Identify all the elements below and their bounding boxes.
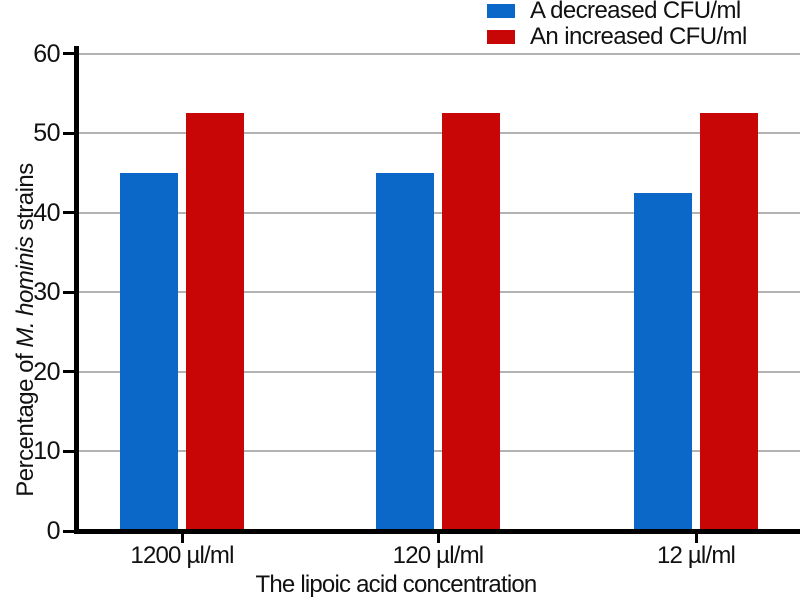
- y-tick: [63, 370, 74, 374]
- legend-item: A decreased CFU/ml: [487, 0, 747, 24]
- y-tick: [63, 211, 74, 215]
- y-tick-label: 40: [33, 198, 60, 227]
- x-tick: [694, 534, 698, 543]
- y-tick: [63, 529, 74, 533]
- gridline: [79, 52, 800, 55]
- gridline: [79, 291, 800, 294]
- y-axis-title-text: strains: [12, 163, 39, 237]
- legend-label: A decreased CFU/ml: [530, 0, 741, 24]
- bar-increased-2: [442, 113, 500, 531]
- y-tick: [63, 131, 74, 135]
- bar-increased-1: [186, 113, 244, 531]
- legend-swatch-increased: [487, 29, 515, 44]
- gridline: [79, 370, 800, 373]
- legend-label: An increased CFU/ml: [530, 22, 747, 50]
- y-tick-label: 50: [33, 119, 60, 148]
- bar-increased-3: [700, 113, 758, 531]
- legend-item: An increased CFU/ml: [487, 22, 747, 50]
- y-axis-title-italic: M. hominis: [12, 236, 39, 348]
- y-axis: [74, 46, 79, 534]
- legend: A decreased CFU/ml An increased CFU/ml: [487, 0, 747, 53]
- gridline: [79, 211, 800, 214]
- y-axis-title: Percentage of M. hominis strains: [12, 80, 40, 580]
- y-tick-label: 10: [33, 437, 60, 466]
- y-tick-label: 0: [46, 517, 61, 545]
- gridline: [79, 132, 800, 135]
- gridline: [79, 450, 800, 453]
- x-axis-title: The lipoic acid concentration: [255, 571, 538, 598]
- y-tick-label: 30: [33, 278, 60, 307]
- x-tick: [180, 534, 184, 543]
- y-tick-label: 20: [33, 357, 60, 386]
- x-tick-label: 120 µl/ml: [392, 542, 484, 569]
- bar-decreased-2: [376, 172, 434, 531]
- y-tick: [63, 290, 74, 294]
- bar-decreased-1: [120, 172, 178, 531]
- y-tick-label: 60: [33, 39, 60, 68]
- y-tick: [63, 449, 74, 453]
- x-axis: [74, 529, 800, 534]
- x-tick: [436, 534, 440, 543]
- legend-swatch-decreased: [487, 3, 515, 18]
- x-tick-label: 1200 µl/ml: [130, 542, 234, 569]
- bar-decreased-3: [634, 192, 692, 531]
- y-axis-title-text: Percentage of: [12, 347, 39, 497]
- y-tick: [63, 52, 74, 55]
- x-tick-label: 12 µl/ml: [656, 542, 736, 569]
